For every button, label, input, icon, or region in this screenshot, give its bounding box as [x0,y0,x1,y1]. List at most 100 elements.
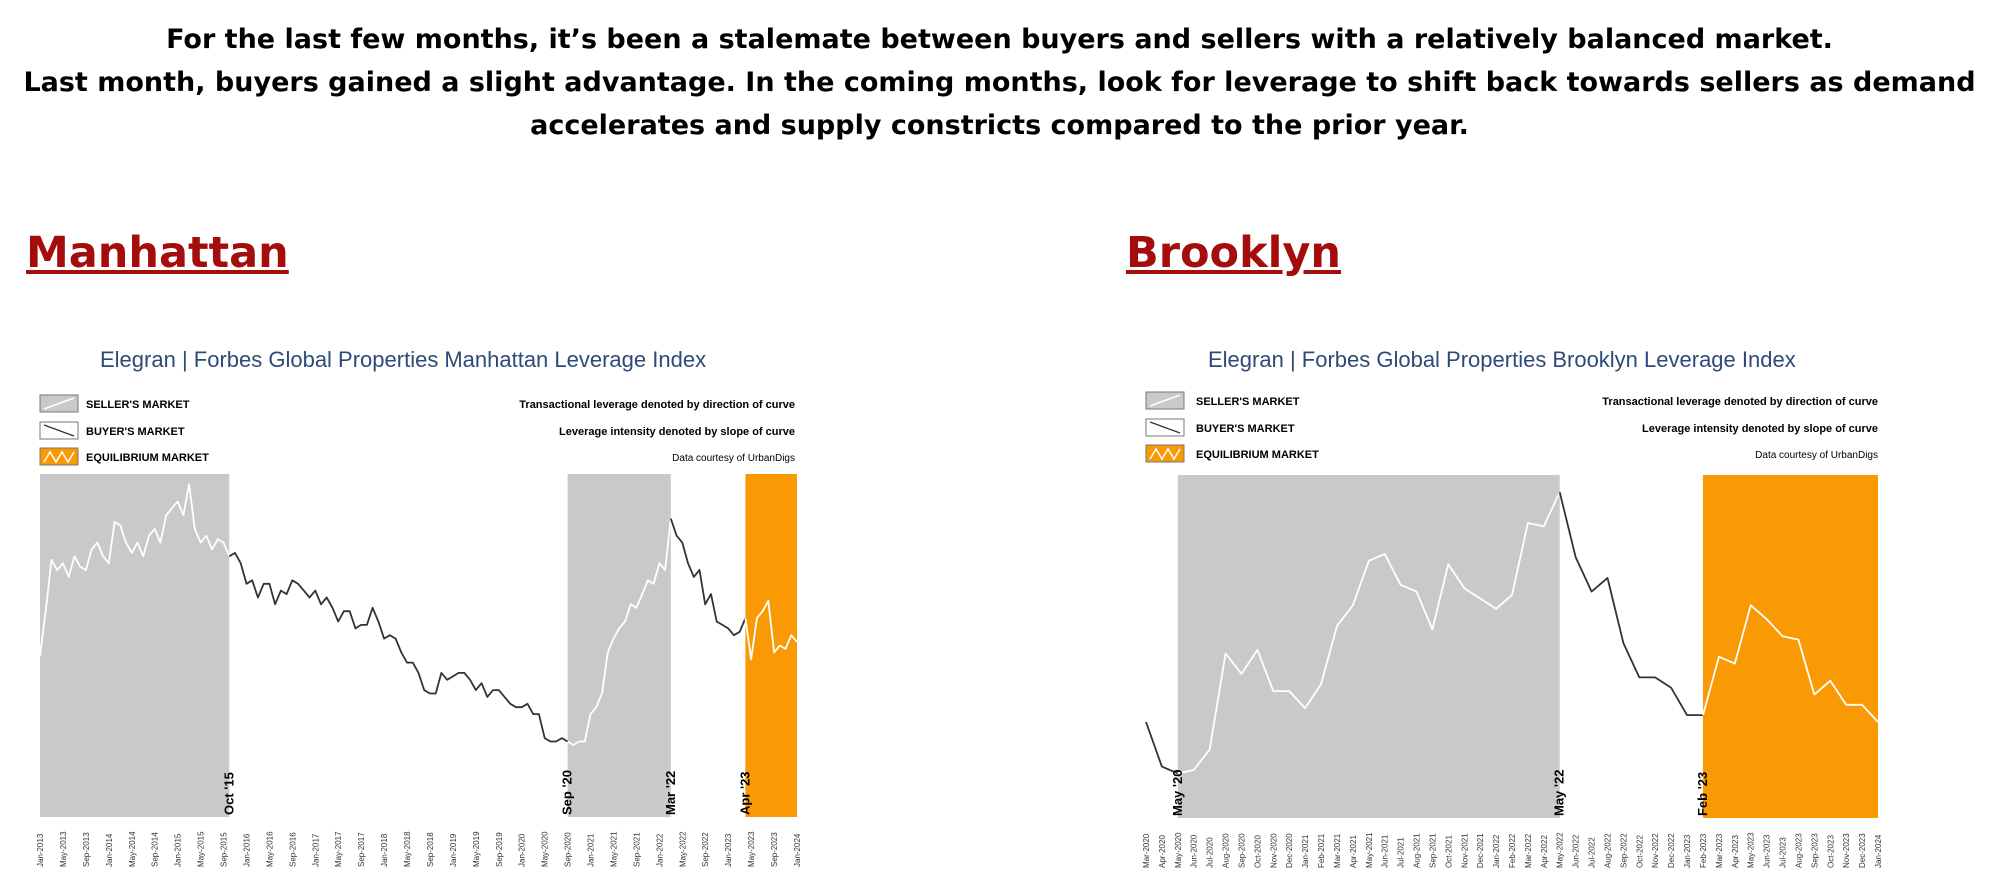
x-tick-label: Sep-2020 [564,832,573,867]
chart-line [1145,491,1879,775]
x-tick-label: Jan-2014 [105,833,114,867]
note-slope: Leverage intensity denoted by slope of c… [559,426,795,438]
x-tick-label: Aug-2022 [1603,833,1612,868]
brooklyn-leverage-chart: Elegran | Forbes Global Properties Brookl… [1142,347,1883,868]
x-tick-label: Jan-2022 [655,833,664,867]
pivot-label-3: Apr '23 [737,771,752,815]
x-tick-label: Oct-2021 [1444,835,1453,868]
x-tick-label: Apr-2022 [1540,835,1549,868]
x-tick-label: May-2020 [1174,832,1183,868]
x-tick-label: Jan-2017 [311,833,320,867]
x-tick-label: Jun-2021 [1381,834,1390,868]
region-seller-0 [40,474,230,817]
x-tick-label: Jan-2015 [174,833,183,867]
x-tick-label: Jul-2020 [1206,837,1215,868]
x-tick-label: May-2016 [265,831,274,867]
x-tick-label: Nov-2021 [1460,833,1469,868]
x-tick-label: Jul-2021 [1397,837,1406,868]
series-segment-0 [1145,721,1179,775]
legend-label-buyer: BUYER'S MARKET [86,426,185,438]
x-tick-label: Jan-2024 [793,833,802,867]
x-tick-label: Jan-2022 [1492,834,1501,868]
headline-line-2: Last month, buyers gained a slight advan… [23,67,1976,98]
region-seller-2 [567,474,671,817]
pivot-label-2: Mar '22 [663,771,678,815]
x-tick-label: Sep-2022 [1619,833,1628,868]
x-tick-label: Sep-2017 [357,832,366,867]
chart-regions [40,474,797,817]
x-tick-label: May-2019 [472,831,481,867]
x-tick-label: Oct-2020 [1253,835,1262,868]
x-tick-label: Nov-2022 [1651,833,1660,868]
x-tick-label: Sep-2023 [770,832,779,867]
x-tick-label: Apr-2021 [1349,835,1358,868]
x-tick-label: Jan-2016 [242,833,251,867]
x-tick-label: Sep-2013 [82,832,91,867]
note-credit: Data courtesy of UrbanDigs [672,453,795,464]
x-tick-label: May-2017 [334,831,343,867]
x-tick-label: Oct-2022 [1635,835,1644,868]
legend-label-equilibrium: EQUILIBRIUM MARKET [1196,449,1319,461]
chart-x-ticks: Jan-2013 May-2013 Sep-2013 Jan-2014 May-2014… [36,831,802,867]
note-credit: Data courtesy of UrbanDigs [1755,450,1878,461]
x-tick-label: Jan-2023 [1683,834,1692,868]
pivot-label-1: Sep '20 [560,770,575,815]
x-tick-label: Sep-2019 [495,832,504,867]
chart-pivots: May '20 May '22 Feb '23 [1170,770,1710,816]
x-tick-label: Mar-2023 [1715,833,1724,868]
x-tick-label: Feb-2022 [1508,833,1517,868]
x-tick-label: Jan-2021 [587,833,596,867]
region-equilibrium-3 [1702,475,1878,818]
headline: For the last few months, it’s been a sta… [0,18,1999,147]
x-tick-label: Sep-2014 [151,832,160,867]
x-tick-label: May-2014 [128,831,137,867]
x-tick-label: Sep-2018 [426,832,435,867]
x-tick-label: Sep-2015 [220,832,229,867]
x-tick-label: Mar-2021 [1333,833,1342,868]
x-tick-label: May-2020 [541,831,550,867]
x-tick-label: Apr-2020 [1158,835,1167,868]
series-segment-2 [1558,491,1703,717]
region-equilibrium-4 [745,474,797,817]
x-tick-label: Aug-2023 [1794,833,1803,868]
headline-line-1: For the last few months, it’s been a sta… [166,24,1833,55]
chart-regions [1177,475,1878,818]
legend-label-buyer: BUYER'S MARKET [1196,423,1295,435]
chart-title-bold: Elegran | Forbes Global Properties [1208,347,1546,372]
chart-line [39,483,798,746]
note-direction: Transactional leverage denoted by direct… [1602,396,1878,408]
x-tick-label: Jan-2019 [449,833,458,867]
chart-legend: SELLER'S MARKET BUYER'S MARKET EQUILIBRI… [1145,391,1319,463]
note-slope: Leverage intensity denoted by slope of c… [1642,423,1878,435]
x-tick-label: Jun-2023 [1763,834,1772,868]
x-tick-label: Sep-2021 [632,832,641,867]
x-tick-label: Mar-2022 [1524,833,1533,868]
chart-pivots: Oct '15 Sep '20 Mar '22 Apr '23 [221,770,752,815]
legend-label-seller: SELLER'S MARKET [1196,396,1300,408]
x-tick-label: May-2022 [678,831,687,867]
x-tick-label: Sep-2023 [1810,833,1819,868]
note-direction: Transactional leverage denoted by direct… [519,399,795,411]
chart-title: Elegran | Forbes Global Properties Brookl… [1208,347,1796,372]
pivot-label-0: Oct '15 [221,772,236,815]
x-tick-label: Jul-2023 [1779,837,1788,868]
series-segment-4 [744,599,798,661]
x-tick-label: Oct-2023 [1826,835,1835,868]
x-tick-label: Jan-2020 [518,833,527,867]
series-segment-2 [567,518,672,746]
x-tick-label: Aug-2020 [1222,833,1231,868]
x-tick-label: Feb-2021 [1317,833,1326,868]
x-tick-label: Jan-2024 [1874,834,1883,868]
series-segment-1 [228,551,569,743]
x-tick-label: Sep-2020 [1237,833,1246,868]
series-segment-3 [1702,604,1879,723]
x-tick-label: Mar-2020 [1142,833,1151,868]
chart-legend: SELLER'S MARKET BUYER'S MARKET EQUILIBRI… [39,394,209,466]
x-tick-label: Jan-2023 [724,833,733,867]
pivot-label-0: May '20 [1170,770,1185,816]
headline-line-3: accelerates and supply constricts compar… [530,110,1469,141]
region-seller-1 [1177,475,1560,818]
series-segment-1 [1177,491,1561,775]
x-tick-label: Jan-2018 [380,833,389,867]
series-segment-0 [39,483,231,656]
